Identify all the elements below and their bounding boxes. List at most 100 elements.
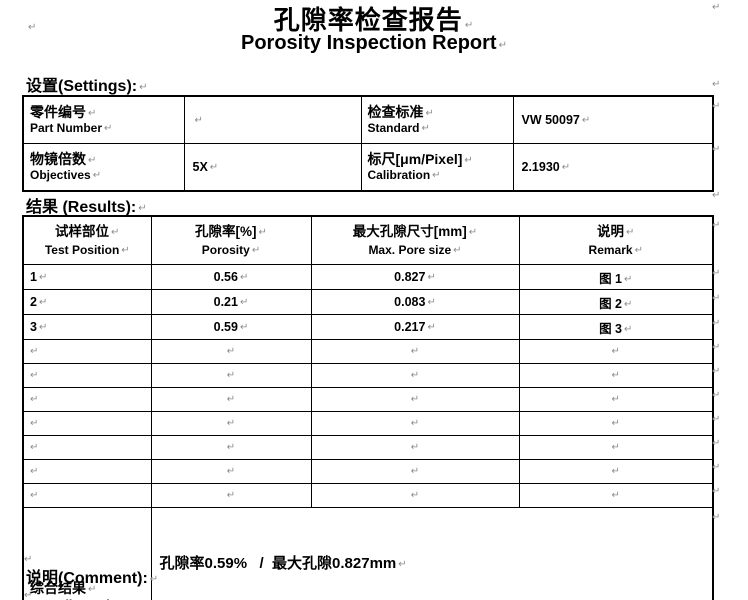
standard-label-cell: 检查标准 ↵ Standard ↵ bbox=[360, 95, 514, 144]
pore-size-cell: ↵ bbox=[310, 435, 520, 460]
porosity-cell: ↵ bbox=[150, 339, 312, 364]
paragraph-mark: ↵ bbox=[24, 554, 33, 565]
overall-line-1-text: 孔隙率0.59% / 最大孔隙0.827mm bbox=[159, 554, 397, 572]
objectives-value-cell: 5X ↵ bbox=[183, 143, 362, 192]
calibration-value-cell: 2.1930 ↵ bbox=[512, 143, 714, 192]
label-text: 物镜倍数 bbox=[30, 150, 86, 167]
row-end-mark: ↵ bbox=[712, 2, 721, 13]
cell-mark: ↵ bbox=[410, 466, 420, 477]
pore-size-cell: ↵ bbox=[310, 411, 520, 436]
header-text: 最大孔隙尺寸[mm] bbox=[352, 224, 467, 240]
cell-mark: ↵ bbox=[611, 466, 620, 477]
cell-mark: ↵ bbox=[239, 297, 249, 308]
header-text: Remark bbox=[588, 242, 633, 257]
header-text: Test Position bbox=[44, 242, 120, 257]
header-max-pore-size: 最大孔隙尺寸[mm] ↵ Max. Pore size ↵ bbox=[310, 215, 520, 265]
row-end-mark: ↵ bbox=[712, 438, 721, 449]
standard-value: VW 50097 bbox=[521, 113, 580, 127]
cell-mark: ↵ bbox=[226, 466, 236, 477]
porosity-cell: ↵ bbox=[150, 435, 312, 460]
standard-value-cell: VW 50097 ↵ bbox=[512, 95, 714, 144]
cell-mark: ↵ bbox=[427, 322, 436, 333]
results-header-row: 试样部位 ↵ Test Position ↵ 孔隙率[%] ↵ Porosity ↵ 最… bbox=[22, 215, 714, 265]
label-text: Objectives bbox=[30, 168, 91, 183]
cell-mark: ↵ bbox=[421, 123, 430, 135]
settings-table: 零件编号 ↵ Part Number ↵ ↵ 检查标准 ↵ Standard ↵ VW … bbox=[22, 95, 714, 192]
row-end-mark: ↵ bbox=[712, 293, 721, 304]
pore-size-cell: 0.827 ↵ bbox=[310, 264, 520, 290]
row-end-mark: ↵ bbox=[712, 101, 721, 112]
cell-mark: ↵ bbox=[561, 162, 571, 173]
cell-mark: ↵ bbox=[624, 323, 633, 335]
cell-mark: ↵ bbox=[226, 442, 236, 453]
cell-mark: ↵ bbox=[30, 346, 39, 357]
label-text: Overall Results bbox=[30, 598, 121, 600]
results-table: 试样部位 ↵ Test Position ↵ 孔隙率[%] ↵ Porosity ↵ 最… bbox=[22, 215, 714, 600]
cell-mark: ↵ bbox=[432, 170, 441, 182]
overall-line-1: 孔隙率0.59% / 最大孔隙0.827mm ↵ bbox=[160, 553, 705, 575]
label-text: 标尺[μm/Pixel] bbox=[367, 150, 463, 167]
label-text: 零件编号 bbox=[30, 103, 86, 120]
header-en: Remark ↵ bbox=[520, 242, 712, 258]
row-end-mark: ↵ bbox=[712, 144, 721, 155]
cell-mark: ↵ bbox=[626, 227, 635, 239]
header-en: Porosity ↵ bbox=[152, 242, 310, 258]
paragraph-mark: ↵ bbox=[139, 82, 148, 93]
cell-mark: ↵ bbox=[624, 273, 633, 285]
label-text: 综合结果 bbox=[30, 579, 86, 596]
cell-mark: ↵ bbox=[464, 154, 473, 166]
paragraph-mark: ↵ bbox=[24, 590, 33, 600]
cell-mark: ↵ bbox=[410, 394, 420, 405]
cell-mark: ↵ bbox=[239, 272, 249, 283]
calibration-label-zh: 标尺[μm/Pixel] ↵ bbox=[368, 151, 507, 169]
overall-results-label-cell: 综合结果↵ Overall Results↵ bbox=[22, 507, 152, 600]
remark-value: 图 3 bbox=[599, 321, 623, 336]
comment-heading-text: 说明(Comment): bbox=[26, 570, 148, 587]
row-end-mark: ↵ bbox=[712, 342, 721, 353]
cell-mark: ↵ bbox=[226, 394, 236, 405]
cell-mark: ↵ bbox=[410, 442, 420, 453]
cell-mark: ↵ bbox=[194, 115, 203, 126]
pore-size-cell: 0.217 ↵ bbox=[310, 314, 520, 340]
cell-mark: ↵ bbox=[226, 370, 236, 381]
position-value: 2 bbox=[30, 295, 37, 309]
standard-label-zh: 检查标准 ↵ bbox=[368, 104, 507, 122]
cell-mark: ↵ bbox=[410, 418, 420, 429]
calibration-label-cell: 标尺[μm/Pixel] ↵ Calibration ↵ bbox=[360, 143, 514, 192]
empty-result-row: ↵ ↵ ↵ ↵ bbox=[22, 387, 714, 412]
overall-label-zh: 综合结果 ↵ bbox=[30, 579, 145, 597]
objectives-label-cell: 物镜倍数 ↵ Objectives ↵ bbox=[22, 143, 185, 192]
header-en: Test Position ↵ bbox=[24, 242, 150, 258]
cell-mark: ↵ bbox=[427, 297, 436, 308]
remark-cell: ↵ bbox=[518, 339, 714, 364]
settings-row-2: 物镜倍数 ↵ Objectives ↵ 5X ↵ 标尺[μm/Pixel] ↵ Cali… bbox=[22, 143, 714, 192]
cell-mark: ↵ bbox=[88, 154, 97, 166]
cell-mark: ↵ bbox=[634, 244, 643, 256]
page-title-en-text: Porosity Inspection Report bbox=[241, 32, 497, 54]
row-end-mark: ↵ bbox=[712, 512, 721, 523]
cell-mark: ↵ bbox=[38, 297, 48, 308]
porosity-cell: ↵ bbox=[150, 483, 312, 508]
cell-mark: ↵ bbox=[30, 394, 39, 405]
paragraph-mark: ↵ bbox=[138, 203, 147, 214]
objectives-label-zh: 物镜倍数 ↵ bbox=[30, 151, 178, 169]
cell-mark: ↵ bbox=[581, 115, 591, 126]
remark-value: 图 1 bbox=[599, 271, 623, 286]
objectives-value: 5X bbox=[192, 160, 208, 174]
cell-mark: ↵ bbox=[38, 322, 48, 333]
row-end-mark: ↵ bbox=[712, 390, 721, 401]
header-zh: 说明 ↵ bbox=[520, 223, 712, 241]
remark-cell: ↵ bbox=[518, 459, 714, 484]
pore-size-value: 0.217 bbox=[394, 320, 426, 334]
position-cell: ↵ bbox=[22, 363, 152, 388]
label-text: Standard bbox=[367, 121, 420, 136]
position-cell: 3 ↵ bbox=[22, 314, 152, 340]
part-number-label-en: Part Number ↵ bbox=[30, 121, 178, 136]
result-row-1: 1 ↵ 0.56 ↵ 0.827 ↵ 图 1 ↵ bbox=[22, 264, 714, 290]
pore-size-cell: ↵ bbox=[310, 387, 520, 412]
empty-result-row: ↵ ↵ ↵ ↵ bbox=[22, 435, 714, 460]
label-text: 检查标准 bbox=[367, 103, 424, 120]
porosity-cell: ↵ bbox=[150, 363, 312, 388]
porosity-cell: ↵ bbox=[150, 411, 312, 436]
